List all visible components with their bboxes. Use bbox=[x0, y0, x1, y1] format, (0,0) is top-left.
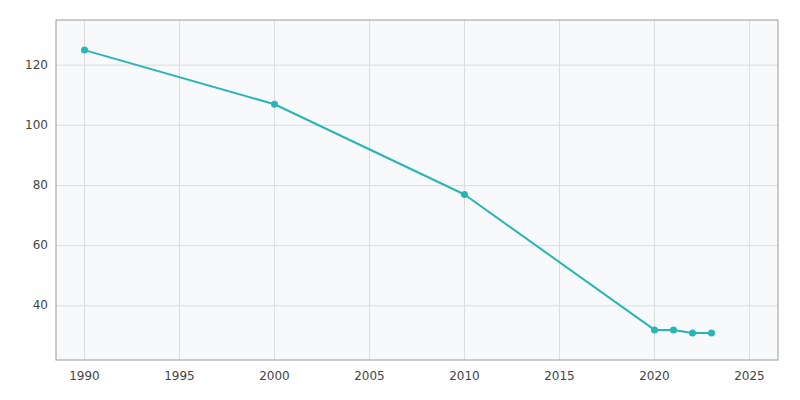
series-point bbox=[708, 329, 715, 336]
y-tick-label: 40 bbox=[33, 298, 48, 312]
series-line bbox=[85, 50, 712, 333]
y-grid-line bbox=[56, 305, 778, 306]
y-grid-line bbox=[56, 65, 778, 66]
y-tick-label: 60 bbox=[33, 238, 48, 252]
marks bbox=[81, 47, 715, 337]
x-grid-line bbox=[179, 20, 180, 360]
x-tick-label: 1990 bbox=[69, 369, 100, 383]
series-point bbox=[271, 101, 278, 108]
x-tick-label: 1995 bbox=[164, 369, 195, 383]
x-grid-line bbox=[654, 20, 655, 360]
x-grid-line bbox=[749, 20, 750, 360]
x-tick-label: 2015 bbox=[544, 369, 575, 383]
x-grid-line bbox=[464, 20, 465, 360]
plot-background bbox=[56, 20, 778, 360]
x-tick-label: 2005 bbox=[354, 369, 385, 383]
chart-container: 40 60 80 100 120 1990 1995 2000 2005 2010 2015 2020… bbox=[0, 0, 800, 400]
y-tick-label: 80 bbox=[33, 178, 48, 192]
x-grid-line bbox=[559, 20, 560, 360]
y-grid-line bbox=[56, 185, 778, 186]
series-point bbox=[689, 329, 696, 336]
y-tick-label: 100 bbox=[25, 118, 48, 132]
y-grid-line bbox=[56, 125, 778, 126]
x-tick-label: 2020 bbox=[639, 369, 670, 383]
x-tick-label: 2010 bbox=[449, 369, 480, 383]
series-point bbox=[651, 326, 658, 333]
x-tick-label: 2000 bbox=[259, 369, 290, 383]
x-grid-line bbox=[274, 20, 275, 360]
y-tick-label: 120 bbox=[25, 58, 48, 72]
plot-frame bbox=[56, 20, 778, 360]
x-grid-line bbox=[84, 20, 85, 360]
grid bbox=[56, 20, 778, 360]
y-grid-line bbox=[56, 245, 778, 246]
chart-svg: 40 60 80 100 120 1990 1995 2000 2005 2010 2015 2020… bbox=[0, 0, 800, 400]
series-point bbox=[461, 191, 468, 198]
series-point bbox=[81, 47, 88, 54]
x-grid-line bbox=[369, 20, 370, 360]
x-tick-label: 2025 bbox=[734, 369, 765, 383]
series-point bbox=[670, 326, 677, 333]
tick-labels: 40 60 80 100 120 1990 1995 2000 2005 2010 2015 2020… bbox=[25, 58, 765, 383]
